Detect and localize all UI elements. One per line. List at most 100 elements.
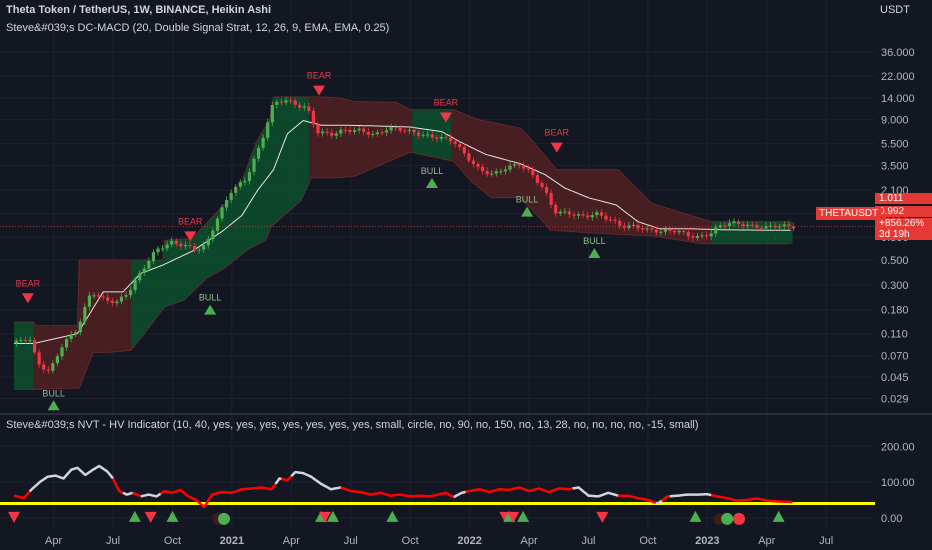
signal-bull-arrow-6 — [425, 178, 438, 189]
candle-body-103 — [485, 171, 489, 175]
candle-body-118 — [554, 204, 558, 214]
candle-body-166 — [773, 225, 777, 228]
channel-zone-bear-8 — [451, 109, 712, 244]
candle-body-79 — [375, 132, 380, 135]
candle-body-80 — [380, 132, 384, 134]
candle-body-45 — [220, 207, 224, 219]
candle-body-93 — [439, 137, 444, 139]
candle-body-99 — [467, 153, 471, 161]
candle-body-41 — [202, 245, 206, 250]
signal-bear-label-5: BEAR — [434, 98, 459, 108]
nvt-line-segment-8 — [281, 475, 293, 482]
candle-body-70 — [334, 133, 338, 136]
time-axis-tick-11: 2023 — [695, 535, 719, 547]
indicator-dc-macd-label[interactable]: Steve&#039;s DC-MACD (20, Double Signal … — [6, 22, 390, 34]
candle-body-147 — [686, 231, 690, 237]
time-axis-tick-7: 2022 — [457, 535, 481, 547]
price-axis-tick-0: 36.000 — [881, 47, 915, 59]
candle-body-137 — [640, 228, 645, 230]
signal-bull-label-8: BULL — [516, 195, 539, 205]
nvt-line-segment-7 — [274, 477, 282, 485]
candle-body-119 — [558, 211, 562, 214]
candle-body-65 — [311, 110, 316, 125]
nvt-line-segment-18 — [711, 493, 793, 504]
candle-body-92 — [435, 137, 439, 139]
price-tag-change: +856.26% — [875, 218, 932, 229]
candle-body-69 — [330, 132, 334, 136]
currency-label[interactable]: USDT — [880, 4, 910, 16]
nvt-marker-down-2 — [144, 511, 157, 523]
candle-body-163 — [759, 227, 764, 229]
candle-body-146 — [682, 230, 686, 232]
candle-body-101 — [476, 164, 480, 167]
channel-zone-bear-6 — [334, 97, 413, 178]
candle-body-46 — [224, 200, 229, 208]
nvt-line-segment-2 — [111, 477, 124, 494]
candle-body-167 — [778, 226, 782, 228]
indicator-nvt-label[interactable]: Steve&#039;s NVT - HV Indicator (10, 40,… — [6, 419, 699, 431]
signals: BEAR BULL BEAR BULL BEAR BEAR BULL BEAR BULL BULL — [16, 71, 606, 411]
signal-bear-arrow-2 — [184, 231, 197, 242]
price-axis-tick-10: 0.300 — [881, 280, 909, 292]
candle-body-13 — [74, 332, 78, 335]
nvt-marker-up-19 — [772, 510, 785, 522]
channel-zones — [14, 96, 793, 390]
price-axis-tick-3: 9.000 — [881, 114, 909, 126]
price-tag-high: 1.011 — [875, 193, 932, 204]
channel-zone-bull-3 — [130, 204, 224, 351]
candle-body-30 — [151, 252, 156, 262]
signal-bear-arrow-5 — [439, 112, 452, 123]
nvt-line-segment-6 — [159, 483, 277, 509]
candle-body-32 — [160, 248, 165, 250]
candle-body-143 — [668, 229, 672, 231]
candle-body-131 — [613, 219, 617, 221]
nvt-marker-up-13 — [517, 510, 530, 522]
candle-body-51 — [247, 171, 252, 182]
channel-zone-bull-9 — [711, 221, 793, 244]
candle-body-149 — [695, 235, 700, 238]
nvt-line-segment-0 — [13, 490, 31, 500]
time-axis: Apr Jul Oct 2021 Apr Jul Oct 2022 Apr Jul Oct 2023 A… — [45, 535, 833, 547]
candle-body-165 — [768, 225, 773, 227]
candle-body-96 — [453, 141, 457, 144]
candle-body-120 — [563, 211, 567, 213]
candle-body-151 — [704, 235, 709, 237]
candle-body-49 — [238, 182, 242, 187]
channel-zone-bull-0 — [14, 322, 34, 390]
candle-body-127 — [595, 212, 599, 216]
candle-body-52 — [252, 158, 256, 172]
candle-body-9 — [55, 356, 60, 364]
candle-body-128 — [599, 212, 604, 216]
candle-body-58 — [279, 101, 284, 103]
nvt-line-segment-13 — [572, 486, 619, 498]
candle-body-24 — [124, 295, 128, 297]
candle-body-152 — [709, 233, 713, 237]
candle-body-145 — [677, 230, 681, 233]
candle-body-72 — [343, 129, 348, 131]
candle-body-36 — [179, 243, 183, 247]
candle-body-14 — [78, 321, 82, 333]
candle-body-102 — [480, 166, 485, 172]
candle-body-34 — [170, 240, 174, 245]
candle-body-61 — [293, 100, 297, 105]
candle-body-54 — [261, 137, 265, 148]
time-axis-tick-3: 2021 — [220, 535, 244, 547]
candle-body-170 — [791, 226, 796, 229]
nvt-marker-down-14 — [596, 511, 609, 523]
price-axis-tick-9: 0.500 — [881, 255, 909, 267]
symbol-tag: THETAUSDT — [816, 207, 882, 220]
signal-bull-label-1: BULL — [42, 388, 65, 398]
nvt-line-segment-12 — [465, 486, 573, 494]
price-axis-tick-12: 0.110 — [881, 329, 908, 341]
candle-body-100 — [471, 160, 476, 165]
signal-bear-arrow-4 — [313, 85, 326, 96]
candle-body-135 — [631, 225, 636, 227]
candle-body-1 — [19, 340, 23, 342]
candle-body-56 — [270, 104, 274, 123]
time-axis-tick-8: Apr — [520, 535, 537, 547]
signal-bull-label-9: BULL — [583, 236, 606, 246]
candle-body-67 — [320, 131, 325, 134]
channel-upper-border — [14, 96, 791, 327]
candle-body-164 — [764, 226, 768, 229]
